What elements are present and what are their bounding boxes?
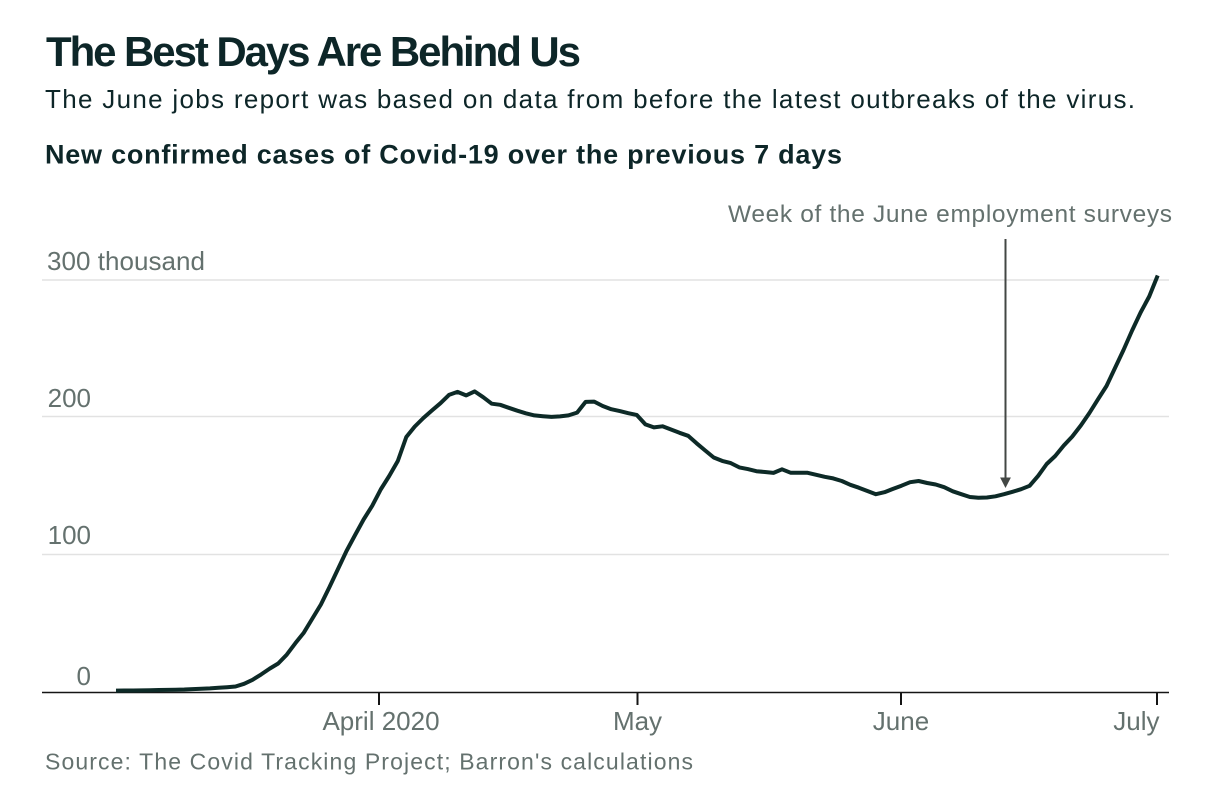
svg-text:200: 200 xyxy=(48,383,91,413)
svg-text:Source: The Covid Tracking Pro: Source: The Covid Tracking Project; Barr… xyxy=(45,749,693,775)
svg-text:0: 0 xyxy=(77,661,91,691)
svg-text:The Best Days Are Behind Us: The Best Days Are Behind Us xyxy=(46,28,581,75)
svg-text:July: July xyxy=(1113,706,1159,736)
svg-text:New confirmed cases of Covid-1: New confirmed cases of Covid-19 over the… xyxy=(45,140,842,170)
svg-text:100: 100 xyxy=(48,520,91,550)
svg-text:April 2020: April 2020 xyxy=(322,706,439,736)
svg-text:Week of the June employment su: Week of the June employment surveys xyxy=(728,201,1172,228)
svg-text:May: May xyxy=(613,706,662,736)
svg-text:June: June xyxy=(873,706,929,736)
svg-text:The June jobs report was based: The June jobs report was based on data f… xyxy=(45,84,1135,114)
svg-text:300 thousand: 300 thousand xyxy=(47,246,205,276)
